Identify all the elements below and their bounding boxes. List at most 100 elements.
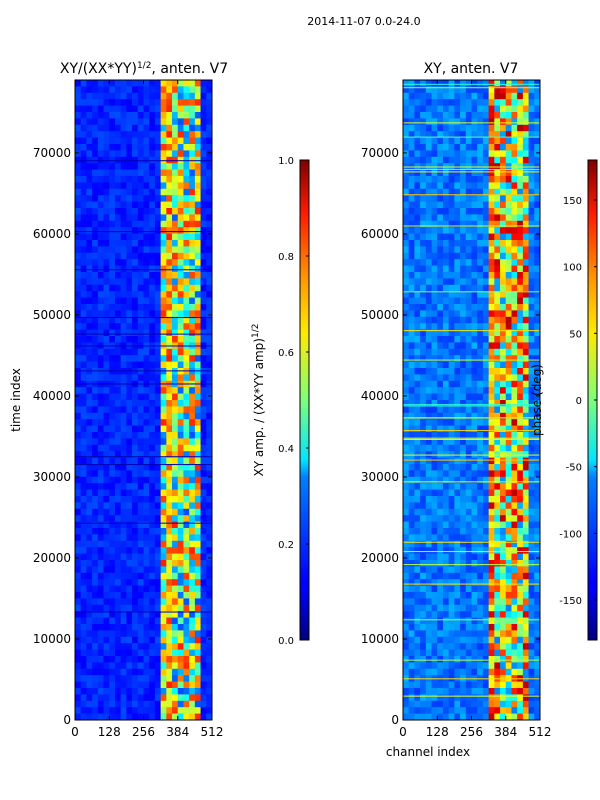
left-heatmap-cell	[103, 572, 110, 580]
left-heatmap-cell	[206, 598, 213, 606]
left-heatmap-cell	[86, 598, 93, 606]
right-heatmap-cell	[403, 80, 410, 87]
right-heatmap-cell	[414, 521, 421, 529]
right-heatmap-cell	[442, 105, 449, 113]
right-heatmap-cell	[494, 668, 501, 676]
right-heatmap-cell	[460, 681, 467, 689]
left-heatmap-streak	[75, 522, 212, 524]
left-heatmap-cell	[132, 323, 139, 330]
left-heatmap-panel: XY/(XX*YY)1/2, anten. V7 0 128 256 384 512 0…	[9, 61, 228, 739]
left-heatmap-cell	[109, 540, 116, 548]
right-heatmap-cell	[505, 169, 512, 177]
right-heatmap-cell	[471, 540, 478, 548]
left-heatmap-cells	[75, 80, 213, 721]
right-heatmap-cell	[448, 668, 455, 676]
left-heatmap-cell	[206, 188, 213, 196]
right-heatmap-cell	[420, 220, 427, 228]
right-heatmap-cell	[505, 291, 512, 298]
right-heatmap-cell	[471, 86, 478, 94]
left-heatmap-cell	[172, 528, 179, 535]
left-heatmap-cell	[132, 636, 139, 644]
right-heatmap-cell	[494, 304, 501, 311]
left-heatmap-cell	[143, 521, 150, 529]
left-heatmap-cell	[114, 118, 121, 126]
right-heatmap-cell	[534, 643, 541, 650]
right-heatmap-cell	[517, 489, 524, 497]
right-heatmap-cell	[471, 579, 478, 586]
left-heatmap-cell	[200, 169, 207, 177]
left-heatmap-cell	[160, 668, 167, 676]
right-heatmap-cell	[460, 272, 467, 279]
right-heatmap-cell	[500, 195, 507, 202]
right-heatmap-cell	[500, 643, 507, 650]
right-heatmap-cell	[522, 630, 529, 638]
right-heatmap-cell	[460, 284, 467, 292]
left-heatmap-cell	[132, 163, 139, 170]
left-heatmap-cell	[154, 425, 161, 433]
right-heatmap-cell	[500, 521, 507, 529]
right-heatmap-cell	[534, 176, 541, 183]
left-heatmap-cell	[166, 579, 173, 586]
left-heatmap-cell	[86, 310, 93, 318]
left-heatmap-cell	[143, 156, 150, 164]
left-heatmap-cell	[154, 572, 161, 580]
left-heatmap-cell	[200, 233, 207, 241]
right-heatmap-cell	[477, 316, 484, 324]
right-heatmap-cell	[477, 272, 484, 279]
right-heatmap-cell	[522, 310, 529, 318]
left-heatmap-cell	[194, 643, 201, 650]
left-heatmap-cell	[143, 470, 150, 478]
right-heatmap-cell	[482, 80, 489, 87]
right-heatmap-cell	[465, 112, 472, 119]
left-heatmap-cell	[172, 432, 179, 439]
left-heatmap-cell	[86, 425, 93, 433]
right-heatmap-cell	[505, 656, 512, 663]
right-heatmap-cell	[488, 323, 495, 330]
left-heatmap-cell	[194, 649, 201, 657]
right-heatmap-cell	[511, 604, 518, 612]
left-heatmap-cell	[103, 668, 110, 676]
right-heatmap-cell	[408, 112, 415, 119]
left-heatmap-cell	[172, 227, 179, 234]
right-heatmap-cell	[505, 592, 512, 599]
right-heatmap-cell	[448, 278, 455, 286]
right-heatmap-cell	[505, 566, 512, 574]
left-heatmap-cell	[177, 144, 184, 151]
right-heatmap-cell	[500, 604, 507, 612]
right-heatmap-cell	[442, 124, 449, 132]
right-heatmap-cell	[517, 515, 524, 522]
right-heatmap-cell	[442, 707, 449, 714]
right-heatmap-cell	[465, 220, 472, 228]
left-heatmap-cell	[80, 201, 87, 209]
right-heatmap-cell	[425, 566, 432, 574]
right-heatmap-cell	[460, 438, 467, 446]
right-heatmap-cell	[522, 169, 529, 177]
left-heatmap-cell	[114, 246, 121, 254]
left-heatmap-cell	[109, 374, 116, 382]
right-heatmap-cell	[454, 656, 461, 663]
left-heatmap-cell	[189, 694, 196, 702]
right-heatmap-cell	[460, 99, 467, 106]
left-heatmap-cell	[86, 265, 93, 273]
left-heatmap-cell	[166, 201, 173, 209]
left-heatmap-cell	[160, 361, 167, 369]
right-heatmap-cell	[471, 156, 478, 164]
right-heatmap-streak	[403, 583, 540, 585]
left-heatmap-cell	[126, 636, 133, 644]
left-heatmap-cell	[154, 336, 161, 343]
right-heatmap-cell	[500, 310, 507, 318]
right-heatmap-cell	[505, 272, 512, 279]
left-heatmap-cell	[114, 579, 121, 586]
right-heatmap-cell	[454, 182, 461, 190]
right-heatmap-cell	[534, 636, 541, 644]
right-heatmap-cell	[494, 707, 501, 714]
right-heatmap-cell	[534, 246, 541, 254]
right-heatmap-cell	[488, 457, 495, 465]
left-heatmap-cell	[75, 291, 82, 298]
right-heatmap-cell	[505, 534, 512, 542]
right-heatmap-cell	[420, 630, 427, 638]
right-heatmap-cell	[454, 316, 461, 324]
left-heatmap-cell	[206, 457, 213, 465]
right-heatmap-cell	[460, 662, 467, 670]
right-heatmap-cell	[505, 278, 512, 286]
